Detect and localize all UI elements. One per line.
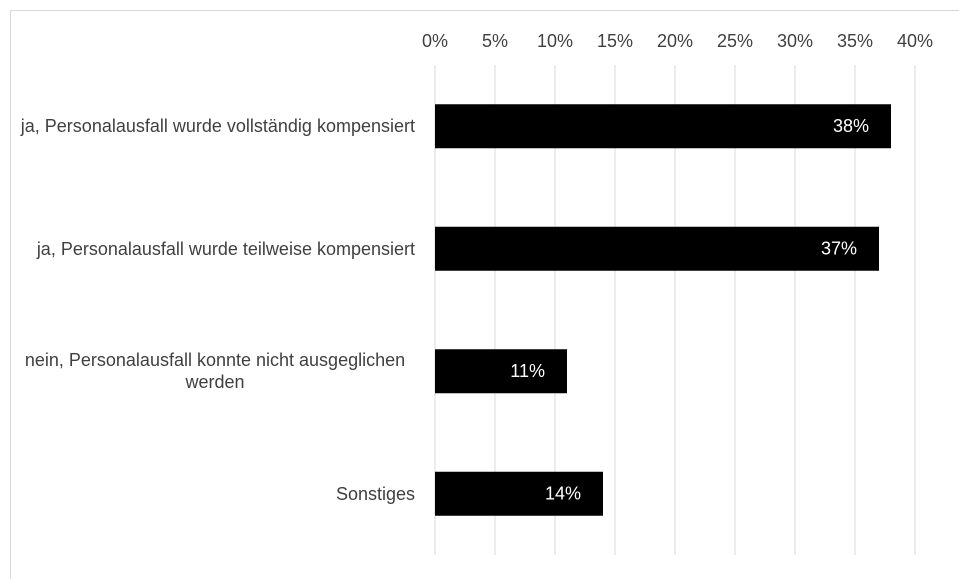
x-tick-label: 40% [897, 31, 933, 51]
x-tick-label: 30% [777, 31, 813, 51]
x-tick-label: 25% [717, 31, 753, 51]
x-tick-label: 35% [837, 31, 873, 51]
value-label: 37% [821, 239, 857, 259]
category-label: Sonstiges [15, 483, 415, 505]
category-text: ja, Personalausfall wurde teilweise komp… [36, 238, 415, 259]
bar [435, 471, 603, 516]
category-label: nein, Personalausfall konnte nicht ausge… [15, 349, 415, 393]
x-tick-label: 10% [537, 31, 573, 51]
x-tick-label: 0% [422, 31, 448, 51]
bar [435, 226, 879, 271]
x-tick-label: 15% [597, 31, 633, 51]
category-text: nein, Personalausfall konnte nicht ausge… [24, 350, 406, 393]
bar [435, 349, 567, 394]
bar [435, 104, 891, 149]
value-label: 38% [833, 116, 869, 136]
x-tick-label: 20% [657, 31, 693, 51]
category-label: ja, Personalausfall wurde teilweise komp… [15, 238, 415, 260]
chart-border [10, 10, 959, 579]
category-text: ja, Personalausfall wurde vollständig ko… [20, 116, 415, 137]
x-tick-label: 5% [482, 31, 508, 51]
value-label: 11% [510, 361, 545, 381]
value-label: 14% [545, 484, 581, 504]
category-text: Sonstiges [335, 483, 415, 504]
category-label: ja, Personalausfall wurde vollständig ko… [15, 115, 415, 137]
